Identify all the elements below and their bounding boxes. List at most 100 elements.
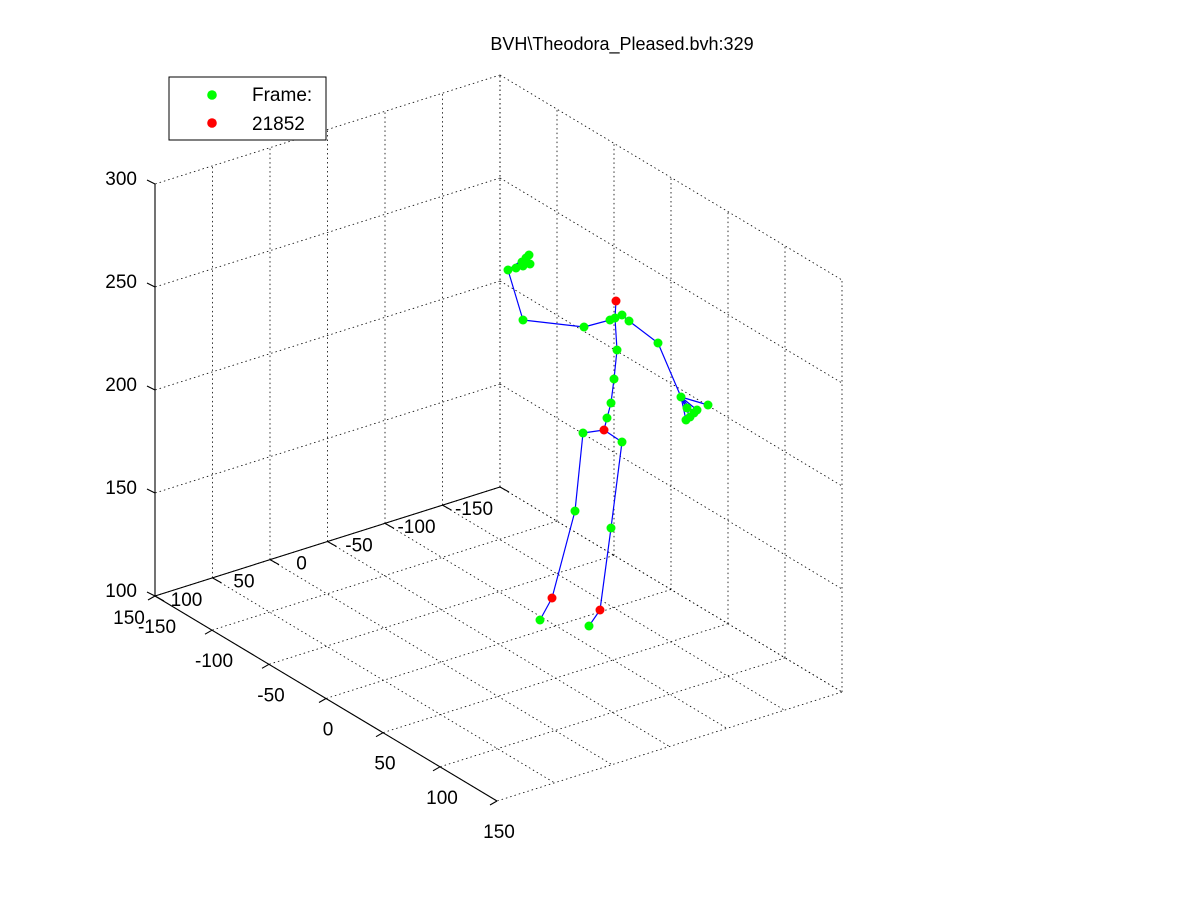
z-tick-label: 200 bbox=[105, 375, 137, 396]
y-tick-mark bbox=[499, 486, 510, 493]
joint-kneeR bbox=[570, 506, 580, 516]
grid-floor-y bbox=[269, 559, 613, 766]
legend-label-frame: Frame: bbox=[252, 85, 312, 106]
z-tick-mark bbox=[146, 591, 156, 597]
joint-cL bbox=[605, 315, 615, 325]
y-tick-mark bbox=[384, 522, 395, 529]
x-tick-label: -100 bbox=[195, 651, 233, 672]
z-tick-mark bbox=[146, 488, 156, 494]
y-tick-mark bbox=[327, 541, 337, 547]
x-tick-mark bbox=[204, 629, 213, 635]
joint-shL bbox=[624, 316, 634, 326]
joint-hR5 bbox=[517, 257, 527, 267]
joint-hR4 bbox=[524, 250, 534, 260]
z-tick-label: 250 bbox=[105, 272, 137, 293]
bone-kneeR-ankR bbox=[551, 510, 576, 599]
y-tick-label: -100 bbox=[397, 517, 435, 538]
joint-ankL bbox=[595, 605, 605, 615]
grid-floor-x bbox=[496, 691, 843, 802]
joint-hR6 bbox=[511, 263, 521, 273]
y-tick-label: 0 bbox=[296, 554, 307, 575]
joint-head bbox=[611, 296, 621, 306]
y-tick-mark bbox=[269, 559, 280, 566]
bone-shL-elL bbox=[628, 320, 659, 344]
joint-toeR bbox=[535, 615, 545, 625]
joint-hL4 bbox=[692, 405, 702, 415]
z-tick-label: 300 bbox=[105, 169, 137, 190]
y-tick-mark bbox=[212, 577, 222, 584]
x-tick-label: 50 bbox=[374, 754, 395, 775]
grid-left-z bbox=[154, 280, 501, 391]
z-tick-label: 100 bbox=[105, 581, 137, 602]
grid-floor-x bbox=[268, 554, 615, 665]
grid-floor-x bbox=[211, 520, 558, 631]
legend-marker-frame-number bbox=[207, 118, 217, 128]
grid-floor-y bbox=[384, 522, 728, 729]
grid-left-z bbox=[154, 177, 501, 288]
grid-back-z bbox=[499, 280, 843, 487]
joint-toeL bbox=[584, 621, 594, 631]
joint-elR bbox=[518, 315, 528, 325]
x-tick-mark bbox=[147, 595, 156, 601]
tick-labels: -150-100-50050100150-150-100-50050100150… bbox=[105, 169, 515, 843]
x-tick-mark bbox=[375, 732, 384, 738]
bone-elR-wrR bbox=[507, 269, 524, 321]
joint-sp3 bbox=[606, 398, 616, 408]
joint-sp4 bbox=[602, 413, 612, 423]
grid-left-z bbox=[154, 74, 501, 185]
bone-sp1-neck bbox=[614, 317, 618, 351]
joint-hL5 bbox=[703, 400, 713, 410]
z-tick-mark bbox=[146, 282, 156, 288]
z-tick-label: 150 bbox=[105, 478, 137, 499]
joint-wrL bbox=[676, 392, 686, 402]
bone-sp2-sp1 bbox=[613, 349, 618, 380]
x-tick-label: -50 bbox=[257, 685, 284, 706]
grid-floor-y bbox=[442, 504, 785, 711]
joint-hR2 bbox=[525, 259, 535, 269]
x-tick-mark bbox=[261, 663, 270, 669]
y-tick-label: 100 bbox=[171, 590, 203, 611]
joint-hL3 bbox=[682, 403, 692, 413]
bone-kneeL-ankL bbox=[599, 527, 612, 611]
grid-floor-x bbox=[439, 657, 786, 768]
legend-box bbox=[168, 76, 327, 141]
joint-shR bbox=[579, 322, 589, 332]
legend: Frame: 21852 bbox=[168, 76, 327, 141]
x-tick-label: 0 bbox=[323, 720, 334, 741]
joint-wrR bbox=[503, 265, 513, 275]
x-tick-label: -150 bbox=[138, 617, 176, 638]
grid-back-z bbox=[499, 383, 843, 590]
grid-left-z bbox=[154, 383, 501, 494]
joint-hipR bbox=[578, 428, 588, 438]
grid-back-z bbox=[499, 486, 843, 693]
chart-title: BVH\Theodora_Pleased.bvh:329 bbox=[490, 34, 753, 55]
joint-hipL bbox=[617, 437, 627, 447]
bone-shR-elR bbox=[522, 319, 585, 328]
legend-marker-frame bbox=[207, 90, 217, 100]
joint-hL6 bbox=[681, 415, 691, 425]
axes bbox=[146, 179, 510, 806]
bone-hipR-kneeR bbox=[574, 432, 584, 512]
legend-label-frame-number: 21852 bbox=[252, 114, 305, 135]
grid-floor-y bbox=[212, 577, 555, 784]
skeleton-bones bbox=[507, 254, 709, 627]
y-tick-mark bbox=[154, 595, 165, 602]
x-tick-mark bbox=[432, 766, 441, 772]
x-tick-label: 150 bbox=[483, 822, 515, 843]
joint-sp2 bbox=[609, 374, 619, 384]
x-tick-mark bbox=[489, 800, 498, 806]
bone-elL-wrL bbox=[657, 342, 682, 398]
x-tick-mark bbox=[318, 698, 327, 703]
grid-back-z bbox=[499, 74, 843, 281]
joint-cR bbox=[617, 310, 627, 320]
joint-kneeL bbox=[606, 523, 616, 533]
joint-sp1 bbox=[612, 345, 622, 355]
y-tick-label: -150 bbox=[455, 499, 493, 520]
y-tick-label: -50 bbox=[345, 535, 372, 556]
z-tick-mark bbox=[146, 385, 156, 391]
z-tick-mark bbox=[146, 179, 156, 185]
y-tick-label: 50 bbox=[233, 572, 254, 593]
y-tick-label: 150 bbox=[113, 608, 145, 629]
joint-ankR bbox=[547, 593, 557, 603]
skeleton-joints bbox=[503, 250, 713, 631]
